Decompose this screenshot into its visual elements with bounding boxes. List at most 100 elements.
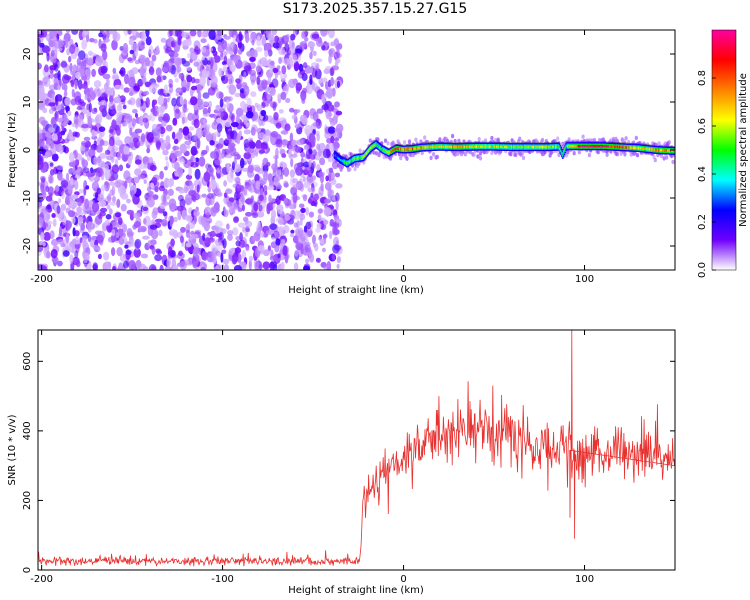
noise-blob: [298, 203, 305, 209]
noise-blob: [306, 83, 313, 95]
noise-blob: [198, 156, 206, 167]
ridge-halo: [451, 133, 455, 139]
noise-blob: [186, 38, 192, 47]
noise-blob: [68, 130, 73, 141]
ridge-halo: [615, 152, 619, 157]
ridge-halo: [577, 150, 581, 155]
noise-blob: [114, 96, 121, 103]
noise-blob: [78, 50, 86, 61]
noise-blob: [272, 102, 277, 111]
ridge-band-core: [598, 145, 601, 148]
ridge-band-core: [607, 145, 610, 148]
noise-blob: [192, 157, 197, 163]
noise-blob: [284, 34, 290, 42]
noise-blob: [280, 130, 289, 135]
noise-blob: [122, 104, 127, 110]
noise-blob: [233, 216, 239, 223]
colorbar-ticks: 0.00.20.40.60.8: [697, 70, 716, 278]
noise-blob: [118, 164, 124, 172]
noise-blob: [234, 153, 242, 160]
noise-blob: [313, 193, 319, 201]
noise-blob: [154, 218, 163, 223]
noise-blob: [76, 106, 83, 111]
noise-blob: [105, 86, 113, 96]
noise-blob: [178, 194, 184, 202]
noise-blob: [220, 252, 224, 263]
noise-blob: [216, 123, 223, 133]
noise-blob: [260, 57, 268, 67]
ridge-halo: [372, 150, 376, 155]
spectrogram-y-axis-title: Frequency (Hz): [7, 112, 18, 188]
noise-blob: [163, 84, 169, 96]
noise-blob: [111, 119, 117, 130]
noise-blob: [205, 124, 211, 130]
noise-blob: [281, 153, 287, 158]
ridge-band-core: [455, 145, 457, 149]
ridge-band-core: [360, 156, 362, 159]
ridge-halo: [518, 136, 522, 141]
noise-blob: [261, 35, 267, 47]
ridge-band-core: [391, 149, 394, 152]
noise-blob: [192, 260, 198, 269]
ridge-band-core: [528, 145, 531, 149]
noise-blob: [226, 163, 230, 173]
noise-blob: [112, 67, 117, 74]
noise-blob: [283, 167, 290, 177]
noise-blob: [72, 131, 78, 137]
ridge-halo: [478, 156, 483, 161]
noise-blob: [207, 106, 211, 114]
noise-blob: [87, 234, 91, 243]
noise-blob: [125, 176, 133, 184]
ridge-band-core: [457, 145, 460, 149]
noise-blob: [196, 83, 203, 95]
noise-blob: [83, 257, 88, 264]
noise-blob: [69, 152, 75, 163]
noise-blob: [89, 91, 96, 100]
noise-blob: [46, 250, 51, 259]
noise-blob: [193, 210, 200, 217]
ridge-band-core: [530, 145, 532, 149]
noise-blob: [118, 53, 125, 64]
noise-blob: [317, 208, 323, 214]
noise-blob: [223, 209, 229, 218]
noise-blob: [145, 81, 152, 88]
x-tick-label: -200: [30, 274, 53, 285]
noise-blob: [134, 113, 139, 118]
ridge-band-core: [594, 145, 597, 148]
noise-blob: [267, 74, 272, 85]
noise-blob: [254, 102, 259, 109]
noise-blob: [304, 36, 309, 42]
noise-blob: [156, 45, 160, 54]
noise-blob: [53, 39, 61, 49]
ridge-band-core: [347, 161, 350, 164]
noise-blob: [178, 72, 183, 79]
noise-blob: [127, 231, 135, 236]
noise-blob: [128, 38, 134, 46]
noise-blob: [245, 228, 250, 233]
noise-blob: [66, 220, 71, 231]
noise-blob: [334, 130, 340, 140]
noise-blob: [74, 159, 80, 167]
noise-blob: [201, 193, 207, 198]
noise-blob: [283, 197, 288, 204]
ridge-band-core: [434, 145, 436, 149]
noise-blob: [89, 87, 94, 93]
noise-blob: [275, 147, 279, 159]
ridge-halo: [653, 157, 657, 163]
noise-blob: [298, 63, 304, 72]
noise-blob: [269, 34, 275, 40]
noise-blob: [257, 35, 261, 42]
noise-blob: [146, 186, 152, 193]
noise-blob: [281, 261, 285, 270]
noise-blob: [290, 139, 298, 146]
noise-blob: [78, 216, 84, 222]
noise-blob: [267, 245, 272, 252]
ridge-band-core: [636, 146, 638, 150]
noise-blob: [323, 264, 331, 270]
snr-frame: [37, 329, 676, 571]
noise-blob: [283, 57, 291, 66]
noise-blob: [143, 90, 150, 96]
noise-blob: [288, 78, 296, 89]
noise-blob: [291, 54, 298, 64]
noise-blob: [38, 30, 42, 34]
